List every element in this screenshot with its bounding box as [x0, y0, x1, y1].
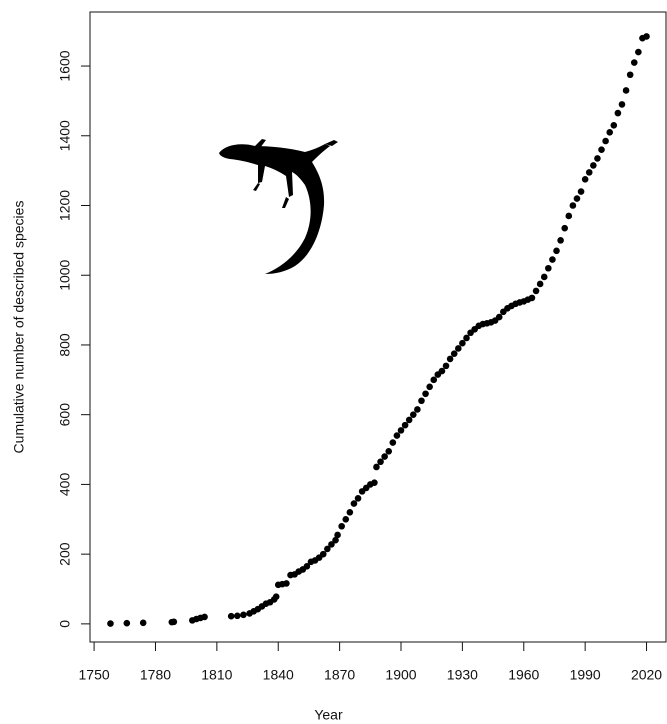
point — [414, 406, 421, 413]
point — [602, 137, 609, 145]
point — [240, 611, 247, 619]
point — [442, 362, 450, 370]
point — [561, 224, 568, 232]
x-tick-label: 1900 — [385, 667, 416, 683]
point — [350, 500, 358, 507]
point — [422, 390, 429, 398]
point — [418, 397, 425, 405]
point — [590, 162, 597, 169]
point — [635, 48, 642, 56]
point — [626, 71, 634, 79]
point — [303, 563, 311, 570]
point — [585, 169, 593, 176]
point — [643, 33, 650, 40]
point — [381, 453, 388, 460]
point — [409, 411, 417, 418]
point — [622, 87, 630, 94]
point — [528, 294, 536, 302]
point — [234, 612, 241, 620]
point — [565, 212, 573, 220]
point — [577, 188, 585, 195]
point — [536, 280, 544, 288]
point — [598, 146, 605, 154]
point — [123, 619, 131, 627]
point — [332, 536, 339, 544]
point — [397, 427, 405, 434]
point — [393, 432, 401, 439]
point — [401, 421, 409, 429]
point — [389, 439, 397, 446]
point — [334, 531, 341, 539]
plot-box — [89, 11, 667, 643]
y-tick-label: 1600 — [57, 50, 73, 81]
x-axis-title: Year — [314, 707, 343, 723]
point — [545, 264, 552, 272]
point — [569, 202, 577, 209]
point — [139, 619, 147, 627]
point — [438, 367, 446, 375]
lizard-silhouette — [219, 139, 338, 274]
point — [495, 313, 503, 321]
x-tick-label: 1840 — [263, 667, 294, 683]
y-tick-label: 800 — [57, 333, 73, 357]
point — [557, 237, 564, 244]
point — [446, 355, 454, 363]
point — [346, 509, 354, 516]
y-tick-label: 0 — [57, 620, 73, 628]
point — [377, 458, 384, 466]
point — [553, 247, 560, 255]
y-tick-label: 1200 — [57, 190, 73, 221]
point — [283, 580, 290, 587]
point — [373, 463, 380, 471]
x-tick-label: 1780 — [140, 667, 171, 683]
y-tick-label: 1400 — [57, 120, 73, 151]
point — [426, 383, 433, 391]
point — [463, 334, 470, 342]
x-tick-label: 1930 — [447, 667, 478, 683]
point — [454, 345, 462, 352]
point — [618, 101, 626, 108]
point — [532, 287, 540, 295]
point — [201, 613, 208, 621]
point — [227, 612, 235, 620]
y-tick-label: 200 — [57, 542, 73, 566]
x-tick-label: 1810 — [201, 667, 232, 683]
point — [430, 376, 438, 384]
point — [342, 515, 350, 523]
point — [614, 109, 622, 117]
y-axis-title: Cumulative number of described species — [11, 201, 27, 454]
x-tick-label: 2020 — [631, 667, 662, 683]
point — [338, 522, 345, 530]
x-tick-label: 1990 — [570, 667, 601, 683]
point — [549, 256, 556, 263]
point — [371, 479, 378, 486]
point — [450, 350, 458, 357]
point — [319, 550, 327, 558]
point — [594, 155, 601, 162]
point — [170, 618, 178, 626]
y-tick-label: 600 — [57, 403, 73, 427]
point — [606, 128, 614, 136]
point — [107, 620, 114, 627]
x-tick-label: 1750 — [79, 667, 110, 683]
point — [540, 273, 548, 281]
point — [354, 495, 362, 502]
y-tick-label: 1000 — [57, 259, 73, 290]
y-tick-label: 400 — [57, 473, 73, 497]
x-tick-label: 1870 — [324, 667, 355, 683]
point — [385, 447, 393, 455]
point — [581, 176, 589, 183]
point — [610, 122, 618, 129]
point — [459, 339, 466, 347]
point — [272, 593, 280, 600]
point — [405, 416, 413, 424]
point — [328, 541, 335, 548]
point — [324, 545, 331, 553]
x-tick-label: 1960 — [508, 667, 539, 683]
point — [630, 59, 638, 66]
point — [573, 195, 581, 202]
